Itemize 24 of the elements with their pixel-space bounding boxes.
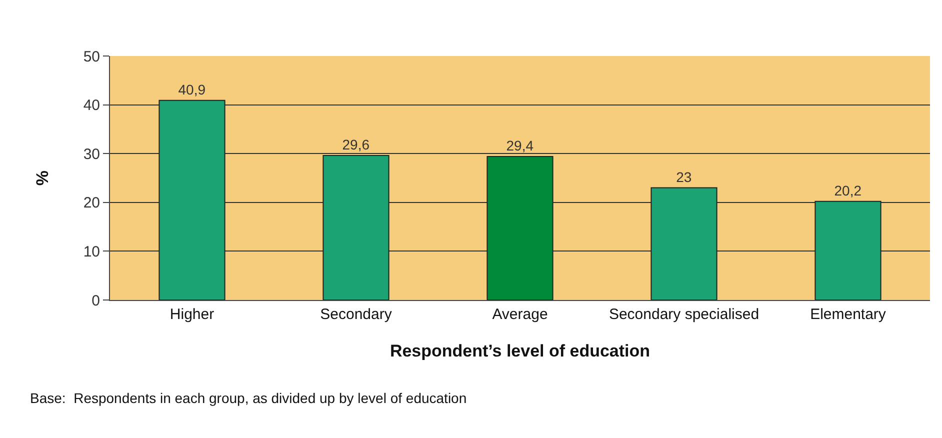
x-tick-label: Secondary specialised <box>608 306 760 323</box>
y-tick-label: 50 <box>83 48 100 66</box>
bar <box>158 100 226 300</box>
data-label: 29,4 <box>506 138 534 154</box>
bar <box>486 156 554 300</box>
y-tick-label: 30 <box>83 146 100 163</box>
bar <box>322 155 390 300</box>
data-label: 29,6 <box>342 136 370 153</box>
bar <box>814 200 882 300</box>
text: Base: Respondents in each group, as divided up by level of education <box>30 390 467 406</box>
y-tick-label: 40 <box>83 97 100 114</box>
x-tick-label: Average <box>492 306 548 323</box>
y-axis-title: % <box>32 170 52 186</box>
data-label: 20,2 <box>834 182 862 198</box>
x-tick-label: Secondary <box>320 306 392 323</box>
data-label: 23 <box>676 168 692 185</box>
x-tick-label: Elementary <box>810 306 886 323</box>
y-tick-label: 20 <box>83 194 100 212</box>
x-axis-title: Respondent’s level of education <box>390 341 650 360</box>
y-tick-label: 0 <box>92 292 100 310</box>
x-tick-label: Higher <box>170 306 214 323</box>
bar <box>650 187 718 300</box>
y-tick-label: 10 <box>83 243 100 260</box>
data-label: 40,9 <box>178 81 206 98</box>
